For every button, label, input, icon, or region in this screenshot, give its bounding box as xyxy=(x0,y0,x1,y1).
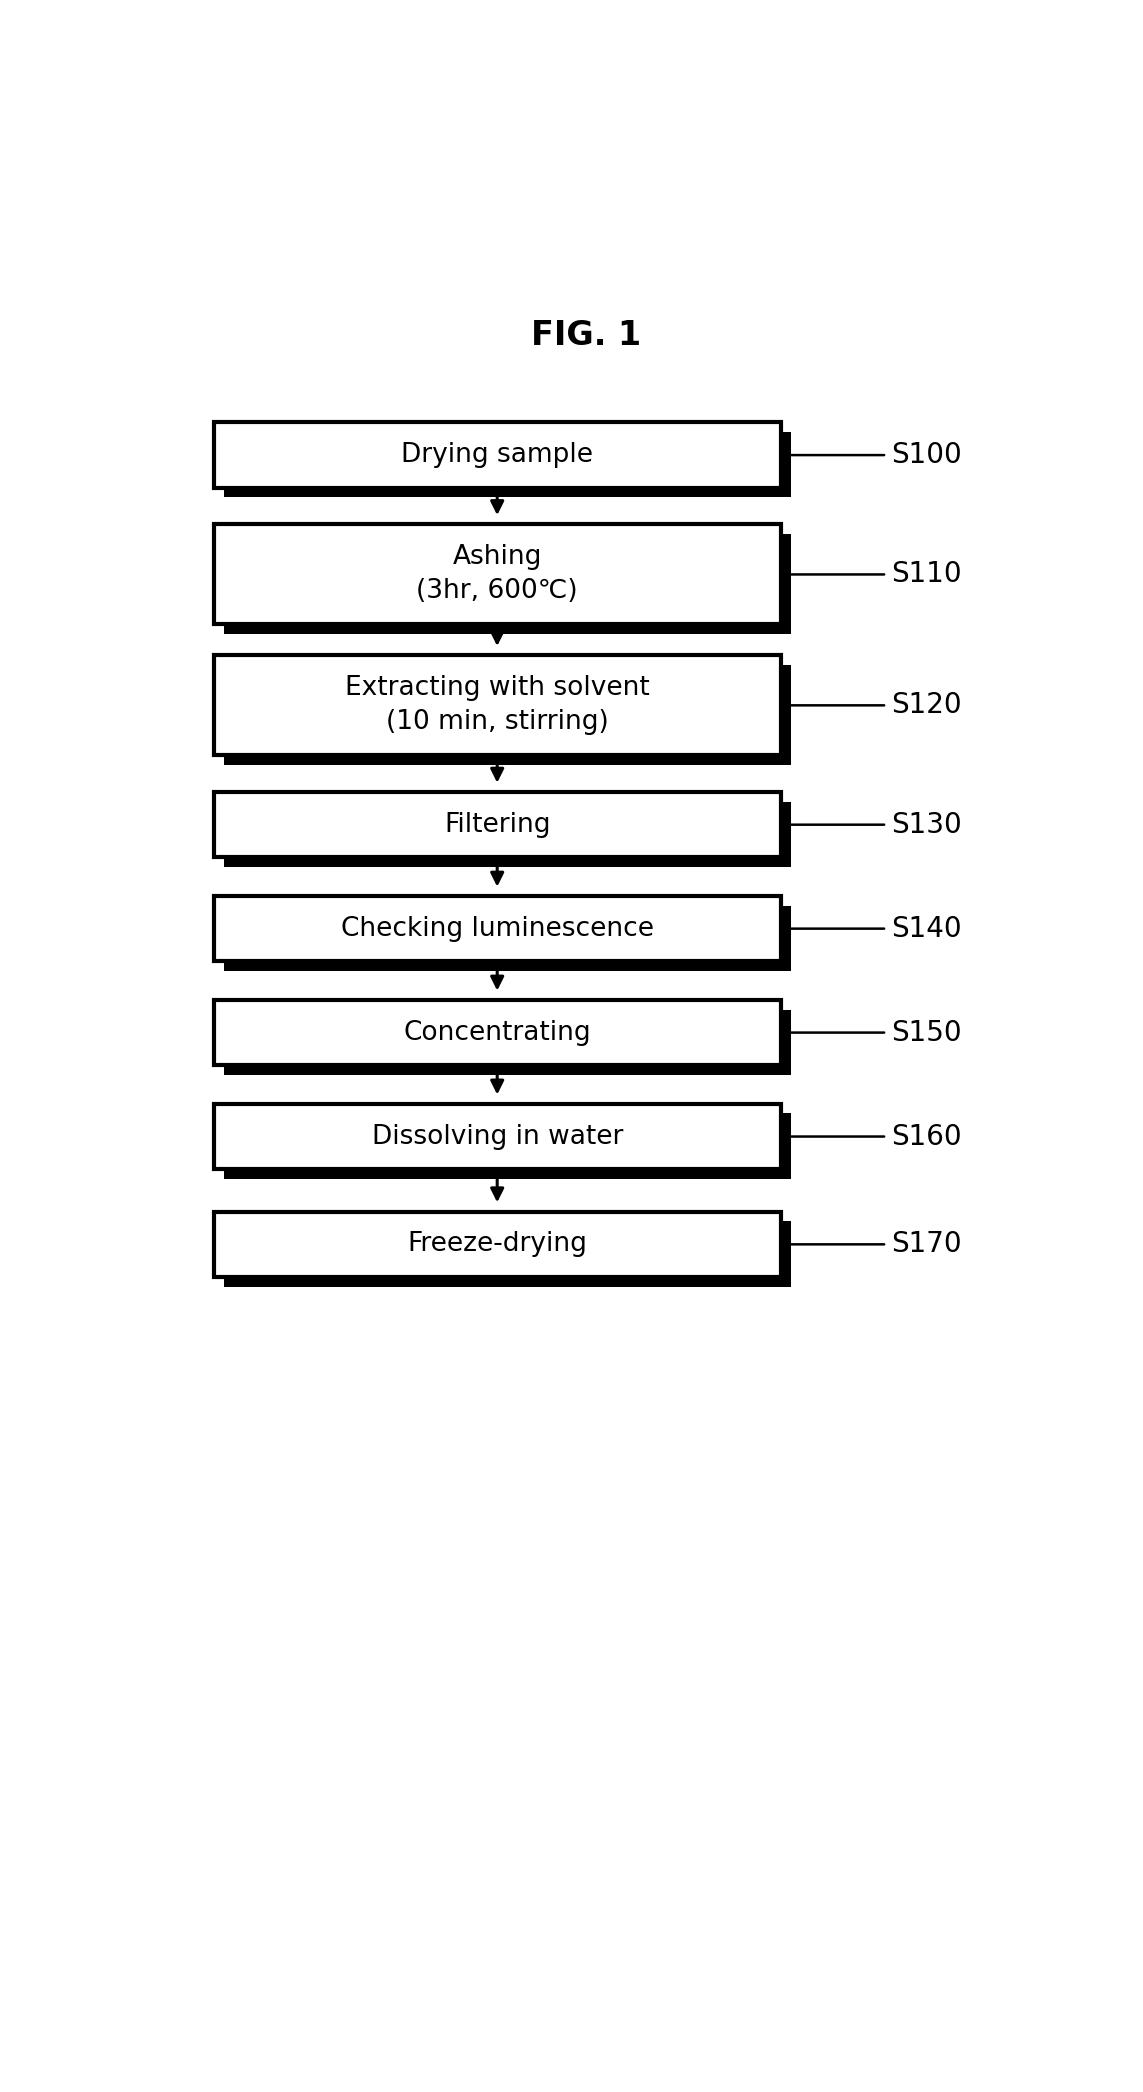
Text: S140: S140 xyxy=(892,914,962,943)
Text: S130: S130 xyxy=(892,812,962,839)
Text: FIG. 1: FIG. 1 xyxy=(530,320,641,351)
Text: Dissolving in water: Dissolving in water xyxy=(371,1123,623,1149)
Text: Freeze-drying: Freeze-drying xyxy=(407,1232,588,1257)
FancyBboxPatch shape xyxy=(214,895,781,962)
FancyBboxPatch shape xyxy=(224,1010,791,1075)
Text: S110: S110 xyxy=(892,561,962,588)
Text: S120: S120 xyxy=(892,690,962,720)
FancyBboxPatch shape xyxy=(214,525,781,626)
Text: Concentrating: Concentrating xyxy=(403,1019,591,1046)
FancyBboxPatch shape xyxy=(214,655,781,755)
Text: Filtering: Filtering xyxy=(443,812,551,837)
FancyBboxPatch shape xyxy=(214,1000,781,1065)
FancyBboxPatch shape xyxy=(224,906,791,971)
Text: Drying sample: Drying sample xyxy=(401,441,593,469)
Text: Checking luminescence: Checking luminescence xyxy=(341,916,654,941)
Text: Extracting with solvent
(10 min, stirring): Extracting with solvent (10 min, stirrin… xyxy=(345,676,649,736)
FancyBboxPatch shape xyxy=(214,423,781,487)
FancyBboxPatch shape xyxy=(224,433,791,498)
Text: S170: S170 xyxy=(892,1230,962,1259)
FancyBboxPatch shape xyxy=(214,793,781,858)
FancyBboxPatch shape xyxy=(214,1211,781,1276)
FancyBboxPatch shape xyxy=(224,1222,791,1287)
FancyBboxPatch shape xyxy=(224,665,791,766)
Text: Ashing
(3hr, 600℃): Ashing (3hr, 600℃) xyxy=(416,544,578,605)
FancyBboxPatch shape xyxy=(214,1105,781,1169)
FancyBboxPatch shape xyxy=(224,801,791,866)
Text: S100: S100 xyxy=(892,441,962,469)
Text: S150: S150 xyxy=(892,1019,962,1046)
FancyBboxPatch shape xyxy=(224,533,791,634)
FancyBboxPatch shape xyxy=(224,1113,791,1180)
Text: S160: S160 xyxy=(892,1123,962,1151)
